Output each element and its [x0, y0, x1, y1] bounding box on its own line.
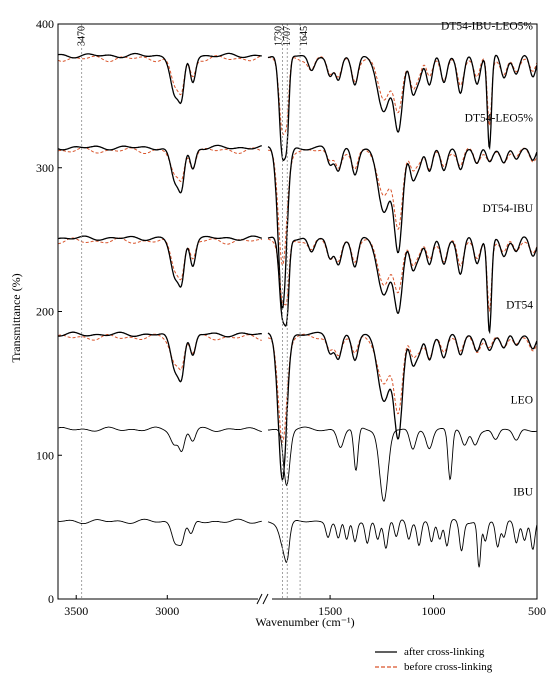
- series-label-DT54-IBU-LEO5%: DT54-IBU-LEO5%: [441, 21, 533, 33]
- x-tick-label: 500: [528, 604, 546, 618]
- marker-label-1730: 1730: [273, 26, 284, 46]
- series-line-before: [58, 237, 262, 281]
- series-line-after: [267, 145, 538, 310]
- series-IBU: IBU: [58, 486, 538, 568]
- series-line-after: [267, 519, 538, 568]
- series-line-after: [267, 54, 538, 162]
- legend-label-after: after cross-linking: [404, 646, 485, 658]
- marker-label-3470: 3470: [77, 26, 88, 46]
- x-tick-label: 3000: [155, 604, 179, 618]
- y-tick-label: 300: [36, 161, 54, 175]
- series-LEO: LEO: [57, 394, 537, 502]
- y-axis-label: Transmittance (%): [9, 273, 23, 362]
- series-DT54-LEO5%: DT54-LEO5%: [57, 113, 538, 310]
- series-line-before: [267, 147, 538, 266]
- y-tick-label: 200: [36, 305, 54, 319]
- series-DT54-IBU: DT54-IBU: [57, 203, 538, 335]
- x-tick-label: 1500: [318, 604, 342, 618]
- series-label-IBU: IBU: [513, 486, 534, 498]
- marker-label-1645: 1645: [299, 26, 310, 46]
- series-line-before: [57, 146, 262, 182]
- series-label-DT54-LEO5%: DT54-LEO5%: [465, 113, 534, 125]
- axis-break-mark: [256, 593, 263, 605]
- series-DT54-IBU-LEO5%: DT54-IBU-LEO5%: [57, 21, 538, 162]
- legend: after cross-linking before cross-linking: [375, 646, 493, 673]
- series-label-DT54-IBU: DT54-IBU: [483, 203, 534, 215]
- series-line-after: [58, 518, 262, 547]
- series-line-before: [57, 333, 262, 371]
- axis-layer: 0 100 200 300 400 3500 3000 1500 1000 500: [36, 17, 546, 618]
- y-tick-label: 400: [36, 17, 54, 31]
- series-line-before: [268, 333, 538, 443]
- series-line-after: [57, 426, 262, 453]
- plot-frame: [57, 23, 538, 600]
- series-DT54: DT54: [57, 300, 538, 482]
- series-layer: DT54-IBU-LEO5% DT54-LEO5% DT54-IBU DT54 LEO I…: [57, 21, 538, 568]
- series-line-after: [58, 52, 262, 105]
- series-line-after: [267, 236, 538, 335]
- series-line-after: [57, 235, 263, 288]
- x-tick-label: 3500: [64, 604, 88, 618]
- series-line-after: [267, 426, 537, 502]
- axis-break-mark: [262, 593, 269, 605]
- y-tick-label: 0: [48, 592, 54, 606]
- x-axis-label: Wavenumber (cm⁻¹): [255, 615, 354, 629]
- marker-label-1707: 1707: [282, 26, 293, 46]
- legend-label-before: before cross-linking: [404, 661, 493, 673]
- series-line-before: [57, 55, 262, 96]
- series-label-DT54: DT54: [506, 300, 533, 312]
- series-line-before: [267, 238, 538, 313]
- y-tick-label: 100: [36, 448, 54, 462]
- x-tick-label: 1000: [422, 604, 446, 618]
- series-line-after: [57, 144, 262, 194]
- series-line-after: [57, 331, 262, 383]
- series-line-after: [267, 331, 538, 482]
- series-label-LEO: LEO: [511, 394, 533, 406]
